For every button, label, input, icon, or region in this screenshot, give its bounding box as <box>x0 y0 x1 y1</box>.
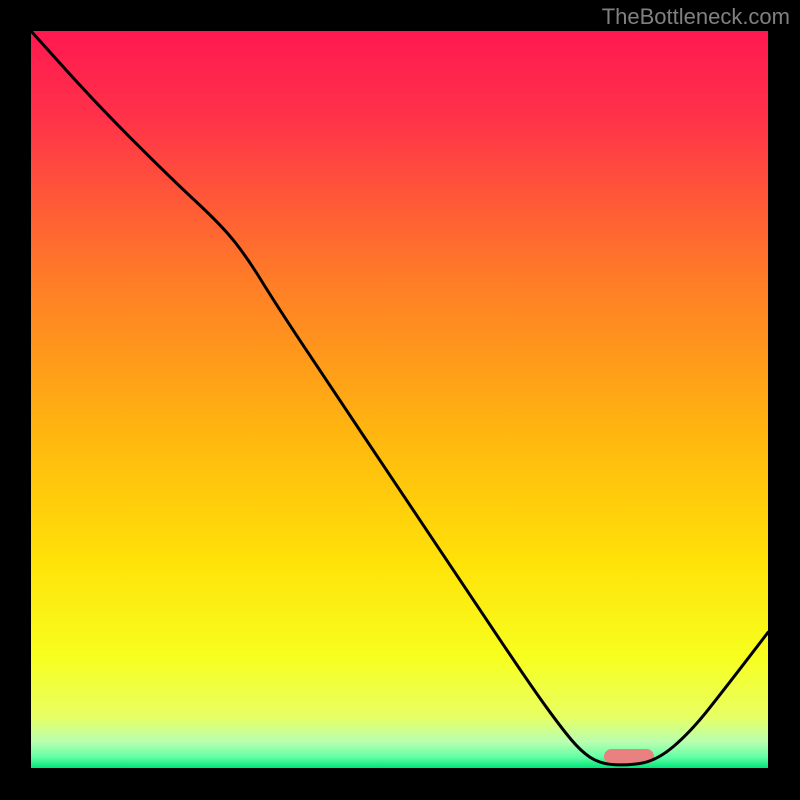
figure-container: { "canvas": { "width": 800, "height": 80… <box>0 0 800 800</box>
plot-area <box>31 31 768 768</box>
watermark-text: TheBottleneck.com <box>602 4 790 30</box>
curve-svg <box>31 31 768 768</box>
performance-curve <box>31 31 768 765</box>
